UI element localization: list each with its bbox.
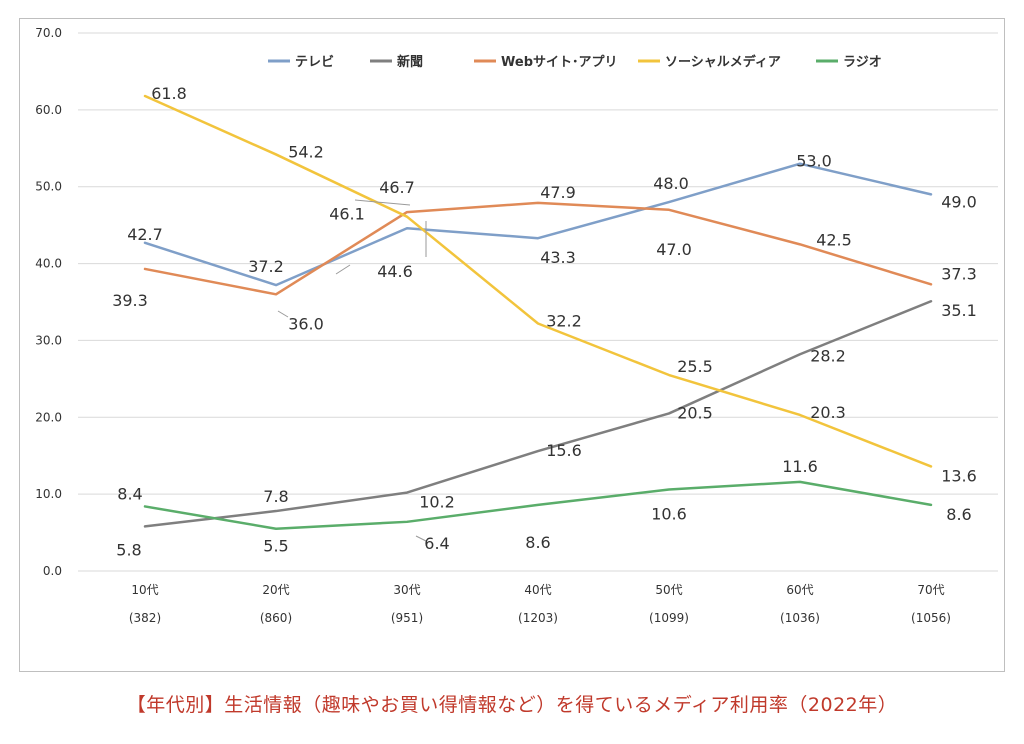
y-tick-label: 40.0	[35, 257, 62, 271]
data-label: 7.8	[263, 487, 288, 506]
y-tick-label: 20.0	[35, 410, 62, 424]
data-label: 8.4	[117, 484, 142, 503]
y-tick-label: 50.0	[35, 180, 62, 194]
leader-lines	[277, 199, 427, 542]
line-chart: 0.0 10.0 20.0 30.0 40.0 50.0 60.0 70.0 10代 (382)…	[35, 26, 998, 625]
y-tick-label: 10.0	[35, 487, 62, 501]
data-label: 28.2	[810, 346, 846, 365]
x-tick-sample-size: (382)	[129, 611, 161, 625]
data-label: 20.3	[810, 403, 846, 422]
leader-line	[277, 310, 289, 318]
data-label: 42.7	[127, 225, 163, 244]
legend-label: テレビ	[295, 54, 334, 70]
gridlines	[78, 32, 998, 572]
data-label: 11.6	[782, 457, 818, 476]
data-labels: 42.7 37.2 44.6 43.3 48.0 53.0 49.0 5.8 7.8 10.2 15…	[112, 84, 977, 559]
data-label: 47.0	[656, 240, 692, 259]
x-tick-label: 50代	[655, 583, 682, 597]
data-label: 54.2	[288, 142, 324, 161]
legend: テレビ 新聞 Webサイト･アプリ ソーシャルメディア ラジオ	[268, 54, 882, 70]
data-label: 32.2	[546, 312, 582, 331]
series-line-0	[143, 162, 933, 287]
series-line-2	[143, 201, 933, 296]
x-tick-label: 10代	[131, 583, 158, 597]
x-tick-label: 40代	[524, 583, 551, 597]
data-label: 35.1	[941, 301, 977, 320]
data-label: 37.3	[941, 264, 977, 283]
data-label: 8.6	[525, 533, 550, 552]
data-label: 39.3	[112, 291, 148, 310]
data-label: 53.0	[796, 152, 832, 171]
data-label: 43.3	[540, 248, 576, 267]
data-label: 46.7	[379, 178, 415, 197]
chart-caption: 【年代別】生活情報（趣味やお買い得情報など）を得ているメディア利用率（2022年…	[126, 694, 898, 716]
x-tick-sample-size: (1056)	[911, 611, 951, 625]
data-label: 37.2	[248, 257, 284, 276]
data-label: 47.9	[540, 183, 576, 202]
data-label: 6.4	[424, 534, 449, 553]
y-axis: 0.0 10.0 20.0 30.0 40.0 50.0 60.0 70.0	[35, 26, 62, 578]
data-label: 10.6	[651, 505, 687, 524]
data-label: 5.8	[116, 540, 141, 559]
x-tick-label: 70代	[917, 583, 944, 597]
y-tick-label: 60.0	[35, 103, 62, 117]
series-line-1	[143, 299, 933, 528]
series-lines	[143, 94, 933, 530]
data-label: 61.8	[151, 84, 187, 103]
data-label: 25.5	[677, 357, 713, 376]
data-label: 42.5	[816, 230, 852, 249]
data-label: 20.5	[677, 403, 713, 422]
data-label: 13.6	[941, 466, 977, 485]
data-label: 48.0	[653, 174, 689, 193]
x-tick-label: 20代	[262, 583, 289, 597]
data-label: 49.0	[941, 192, 977, 211]
series-line-4	[143, 480, 933, 530]
leader-line	[354, 199, 411, 206]
x-tick-sample-size: (1036)	[780, 611, 820, 625]
chart-frame: 0.0 10.0 20.0 30.0 40.0 50.0 60.0 70.0 10代 (382)…	[19, 18, 1005, 672]
x-axis: 10代 (382) 20代 (860) 30代 (951) 40代 (1203) 50代 (109…	[129, 583, 951, 625]
x-tick-sample-size: (860)	[260, 611, 292, 625]
data-label: 5.5	[263, 537, 288, 556]
legend-label: ラジオ	[843, 55, 882, 70]
legend-label: 新聞	[397, 54, 423, 70]
data-label: 15.6	[546, 441, 582, 460]
leader-line	[415, 535, 427, 542]
x-tick-sample-size: (1099)	[649, 611, 689, 625]
y-tick-label: 70.0	[35, 26, 62, 40]
x-tick-label: 60代	[786, 583, 813, 597]
x-tick-sample-size: (951)	[391, 611, 423, 625]
data-label: 36.0	[288, 314, 324, 333]
data-label: 10.2	[419, 493, 455, 512]
leader-line	[335, 264, 351, 275]
data-label: 46.1	[329, 205, 365, 224]
data-label: 8.6	[946, 505, 971, 524]
x-tick-label: 30代	[393, 583, 420, 597]
x-tick-sample-size: (1203)	[518, 611, 558, 625]
legend-label: ソーシャルメディア	[665, 54, 781, 70]
y-tick-label: 30.0	[35, 333, 62, 347]
data-label: 44.6	[377, 262, 413, 281]
y-tick-label: 0.0	[43, 564, 62, 578]
legend-label: Webサイト･アプリ	[501, 55, 618, 70]
series-line-3	[143, 94, 933, 468]
